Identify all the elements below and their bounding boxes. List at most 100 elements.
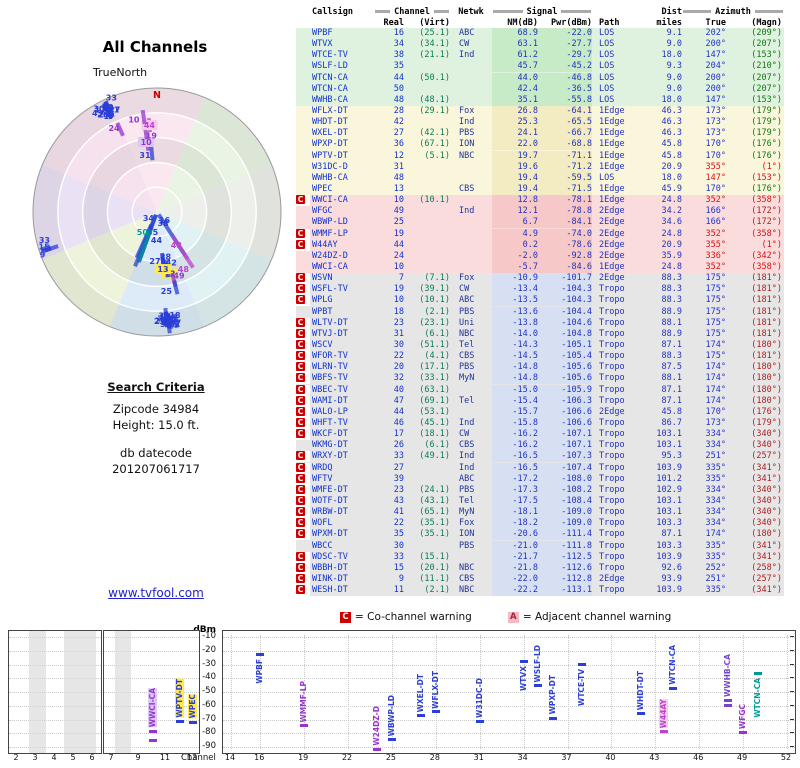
radar-signal-bar [172, 313, 180, 328]
radar-gridline-circle [57, 112, 257, 312]
radar-channel-label: 24 [108, 124, 120, 133]
table-row: W31DC-D 31 19.6 -71.2 1Edge 20.9 355° (1°) [296, 161, 784, 173]
dbm-tick-label: -60 [202, 699, 216, 710]
station-callsign-label: W24DZ-D [372, 706, 382, 746]
azimuth-radar-chart: 1634383544504828422736123148131049251944… [32, 66, 282, 337]
radar-gridline-circle [106, 161, 208, 263]
channel-tick-label: 7 [108, 753, 114, 762]
co-channel-warning-badge: C [296, 373, 305, 383]
radar-channel-label: 31 [139, 151, 151, 160]
co-channel-warning-badge: C [296, 340, 305, 349]
radar-signal-bar [149, 146, 155, 161]
table-row: WBCC 30 PBS -21.0 -111.8 Tropo 103.3 335° (341°) [296, 540, 784, 552]
co-channel-warning-badge: C [296, 395, 305, 405]
table-row: C WRXY-DT 33 (49.1) Ind -16.5 -107.3 Tropo 95.3 2… [296, 451, 784, 463]
channel-tick-label: 28 [429, 753, 440, 762]
table-row: WFLX-DT 28 (29.1) Fox 26.8 -64.1 1Edge 46.3 173°… [296, 105, 784, 118]
table-row: C WTVJ-DT 31 (6.1) NBC -14.0 -104.8 Tropo 88.9 17… [296, 328, 784, 340]
gridline [9, 692, 101, 693]
gridline [9, 747, 101, 748]
dbm-tick-label: -90 [202, 741, 216, 751]
radar-ring-band [33, 88, 281, 336]
no-station-band [64, 631, 97, 753]
radar-channel-label: 30 [93, 105, 105, 114]
adjacent-channel-warning-icon: A [507, 611, 519, 623]
station-callsign-label: WFGC [738, 703, 748, 729]
radar-sector [33, 164, 158, 260]
axis-tick [790, 718, 794, 720]
co-channel-warning-badge: C [296, 417, 305, 427]
gridline [9, 664, 101, 666]
vhf-lo-panel [8, 630, 102, 754]
co-channel-warning-icon: C [340, 611, 351, 623]
table-row: WTCN-CA 50 42.4 -36.5 LOS 9.0 200° (207°) [296, 83, 784, 95]
co-channel-warning-badge: C [296, 384, 305, 394]
table-row: WPTV-DT 12 (5.1) NBC 19.7 -71.1 1Edge 45.8 170°(… [296, 150, 784, 162]
station-signal-marker [373, 748, 382, 751]
co-channel-warning-badge: C [296, 429, 305, 439]
radar-channel-label: 48 [171, 241, 183, 250]
radar-sector [157, 97, 272, 212]
station-signal-marker [417, 713, 426, 717]
co-channel-warning-badge: C [296, 362, 305, 372]
antenna-height-value: Height: 15.0 ft. [112, 418, 200, 432]
col-header-virt: (Virt) [419, 17, 450, 28]
dbm-tick-label: -40 [202, 672, 216, 683]
col-header-real: Real [383, 17, 404, 28]
gridline [223, 664, 795, 666]
radar-channel-label: 20 [155, 316, 167, 325]
station-signal-marker [300, 724, 309, 727]
dbm-tick-label: -20 [202, 644, 216, 655]
radar-channel-label: 33 [106, 94, 117, 103]
channel-tick-label: 4 [51, 753, 57, 762]
axis-tick [790, 746, 794, 747]
station-callsign-label: WHDT-DT [635, 671, 645, 711]
table-row: C WHFT-TV 46 (45.1) Ind -15.8 -106.6 Tropo 86.7 1… [296, 417, 784, 430]
radar-channel-label: 50 [137, 228, 149, 237]
radar-channel-label: 19 [146, 132, 158, 141]
station-signal-marker [739, 730, 748, 734]
col-header-true: True [705, 17, 726, 28]
adjacent-channel-legend-item: A = Adjacent channel warning [507, 611, 671, 623]
radar-channel-label: 27 [149, 257, 160, 266]
table-row: WWCI-CA 10 -5.7 -84.6 1Edge 24.8 352° (358°) [296, 261, 784, 274]
station-signal-marker [668, 686, 677, 690]
co-channel-warning-badge: C [296, 317, 305, 327]
radar-outer-circle [32, 87, 282, 337]
axis-tick [790, 663, 794, 665]
table-row: C WESH-DT 11 (2.1) NBC -22.2 -113.1 Tropo 103.9 3… [296, 585, 784, 597]
radar-channel-label: 7 [158, 315, 164, 324]
gridline [9, 719, 101, 721]
gridline [9, 678, 101, 680]
channel-tick-label: 3 [32, 753, 38, 762]
col-header-netwk: Netwk [458, 6, 484, 17]
radar-signal-bar [40, 246, 52, 254]
col-header-pwr: Pwr(dBm) [551, 17, 592, 28]
co-channel-warning-badge: C [296, 195, 305, 205]
axis-tick [790, 691, 794, 692]
station-signal-marker [548, 716, 557, 720]
channel-tick-label: 52 [780, 753, 792, 762]
station-callsign-label: WWCI-CA [147, 688, 157, 728]
co-channel-warning-badge: C [296, 295, 305, 305]
radar-signal-bar [166, 321, 172, 334]
co-channel-warning-badge: C [296, 573, 305, 583]
channel-tick-label: 14 [224, 753, 236, 762]
radar-channel-label: 23 [154, 317, 165, 326]
channel-tick-label: 43 [649, 753, 660, 762]
radar-signal-bar [171, 235, 190, 260]
station-signal-marker [475, 720, 484, 724]
station-signal-marker [148, 738, 157, 742]
group-header-channel: Channel [374, 7, 450, 17]
radar-channel-label: 15 [39, 243, 51, 252]
station-signal-marker [724, 704, 733, 708]
table-row: C WRBW-DT 41 (65.1) MyN -18.1 -109.0 Tropo 103.1… [296, 507, 784, 519]
tvfool-link[interactable]: www.tvfool.com [108, 586, 204, 600]
station-signal-marker [519, 660, 528, 664]
radar-channel-label: 49 [173, 271, 185, 280]
dbm-axis-label: dBm [193, 625, 216, 635]
table-row: C WFTV 39 ABC -17.2 -108.0 Tropo 101.2 335° (341°… [296, 473, 784, 485]
co-channel-legend-text: = Co-channel warning [355, 611, 472, 623]
table-row: C WBBH-DT 15 (20.1) NBC -21.8 -112.6 Tropo 92.6 2… [296, 562, 784, 574]
channel-axis-label: Channel [181, 753, 216, 763]
